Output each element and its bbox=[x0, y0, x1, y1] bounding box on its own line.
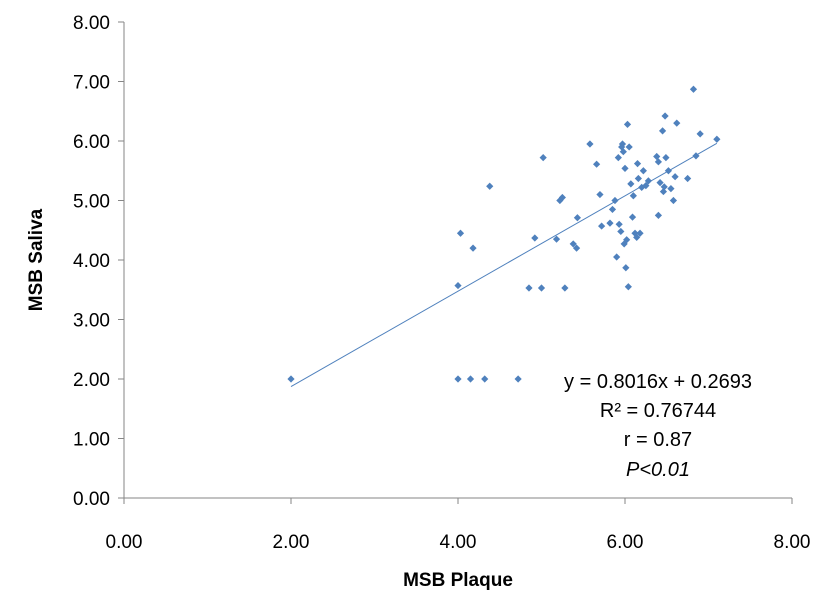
data-point bbox=[689, 85, 698, 93]
data-point bbox=[606, 219, 614, 227]
data-point bbox=[514, 375, 522, 383]
data-point bbox=[654, 158, 662, 166]
data-point bbox=[692, 152, 700, 160]
data-point bbox=[618, 140, 627, 148]
data-point bbox=[623, 120, 632, 128]
data-point bbox=[669, 196, 678, 205]
y-tick-label: 1.00 bbox=[73, 430, 110, 451]
data-point bbox=[611, 196, 619, 205]
data-point bbox=[673, 119, 681, 127]
y-axis-title: MSB Saliva bbox=[26, 208, 47, 311]
p-value-label: P<0.01 bbox=[626, 459, 690, 481]
data-point bbox=[525, 284, 533, 292]
data-point bbox=[615, 220, 623, 228]
data-point bbox=[636, 229, 644, 237]
data-point bbox=[596, 190, 604, 199]
data-points bbox=[287, 85, 721, 383]
data-point bbox=[624, 283, 632, 291]
y-tick-label: 4.00 bbox=[73, 251, 110, 272]
x-axis-title: MSB Plaque bbox=[403, 570, 513, 591]
y-tick-label: 2.00 bbox=[73, 370, 110, 391]
tick-marks bbox=[118, 21, 793, 504]
data-point bbox=[454, 281, 462, 290]
r-value-label: r = 0.87 bbox=[624, 429, 692, 451]
data-point bbox=[573, 214, 582, 222]
y-tick-label: 7.00 bbox=[73, 73, 110, 94]
y-tick-label: 8.00 bbox=[73, 13, 110, 34]
x-tick-label: 4.00 bbox=[440, 532, 477, 553]
data-point bbox=[642, 182, 650, 190]
data-point bbox=[660, 183, 668, 191]
y-tick-label: 6.00 bbox=[73, 132, 110, 153]
r-squared-label: R² = 0.76744 bbox=[600, 400, 716, 422]
data-point bbox=[572, 244, 581, 252]
data-point bbox=[623, 236, 631, 244]
data-point bbox=[466, 375, 475, 383]
y-tick-label: 0.00 bbox=[73, 489, 110, 510]
data-point bbox=[656, 179, 664, 187]
data-point bbox=[671, 173, 679, 181]
data-point bbox=[617, 227, 625, 236]
data-point bbox=[634, 174, 642, 183]
data-point bbox=[614, 154, 622, 162]
data-point bbox=[613, 253, 621, 261]
data-point bbox=[598, 222, 606, 230]
data-point bbox=[639, 167, 647, 175]
data-point bbox=[537, 284, 546, 292]
data-point bbox=[469, 244, 477, 252]
data-point bbox=[287, 375, 295, 383]
data-point bbox=[684, 174, 692, 183]
data-point bbox=[618, 143, 626, 151]
data-point bbox=[608, 205, 617, 214]
regression-equation: y = 0.8016x + 0.2693 bbox=[564, 371, 752, 393]
data-point bbox=[696, 130, 704, 138]
data-point bbox=[486, 182, 494, 190]
data-point bbox=[561, 284, 569, 292]
data-point bbox=[658, 127, 667, 135]
data-point bbox=[664, 167, 673, 175]
data-point bbox=[621, 164, 629, 172]
data-point bbox=[531, 234, 539, 242]
data-point bbox=[629, 192, 637, 200]
trendline bbox=[290, 142, 718, 388]
data-point bbox=[593, 160, 601, 168]
data-point bbox=[586, 140, 594, 148]
data-point bbox=[653, 152, 661, 161]
data-point bbox=[558, 193, 566, 202]
x-tick-label: 8.00 bbox=[774, 532, 811, 553]
data-point bbox=[661, 112, 669, 120]
data-point bbox=[713, 135, 721, 143]
data-point bbox=[619, 148, 627, 156]
data-point bbox=[627, 180, 635, 188]
data-point bbox=[552, 235, 561, 243]
data-point bbox=[454, 375, 462, 383]
data-point bbox=[625, 143, 633, 151]
data-point bbox=[628, 213, 637, 221]
y-tick-label: 3.00 bbox=[73, 311, 110, 332]
data-point bbox=[654, 211, 662, 219]
data-point bbox=[539, 154, 547, 162]
tick-labels: 0.00 1.00 2.00 3.00 4.00 5.00 6.00 7.00 8.00 0.00… bbox=[73, 13, 810, 553]
data-point bbox=[659, 187, 668, 196]
x-tick-label: 2.00 bbox=[273, 532, 310, 553]
y-tick-label: 5.00 bbox=[73, 192, 110, 213]
data-point bbox=[633, 233, 641, 241]
data-point bbox=[633, 160, 642, 168]
data-point bbox=[569, 240, 577, 248]
data-point bbox=[667, 185, 675, 193]
data-point bbox=[456, 229, 465, 237]
regression-annotation: y = 0.8016x + 0.2693 R² = 0.76744 r = 0.… bbox=[564, 371, 752, 481]
data-point bbox=[481, 375, 489, 383]
x-tick-label: 6.00 bbox=[607, 532, 644, 553]
axes bbox=[123, 22, 792, 499]
data-point bbox=[662, 154, 670, 162]
data-point bbox=[644, 177, 652, 185]
data-point bbox=[622, 264, 630, 272]
x-tick-label: 0.00 bbox=[106, 532, 143, 553]
data-point bbox=[620, 240, 628, 248]
